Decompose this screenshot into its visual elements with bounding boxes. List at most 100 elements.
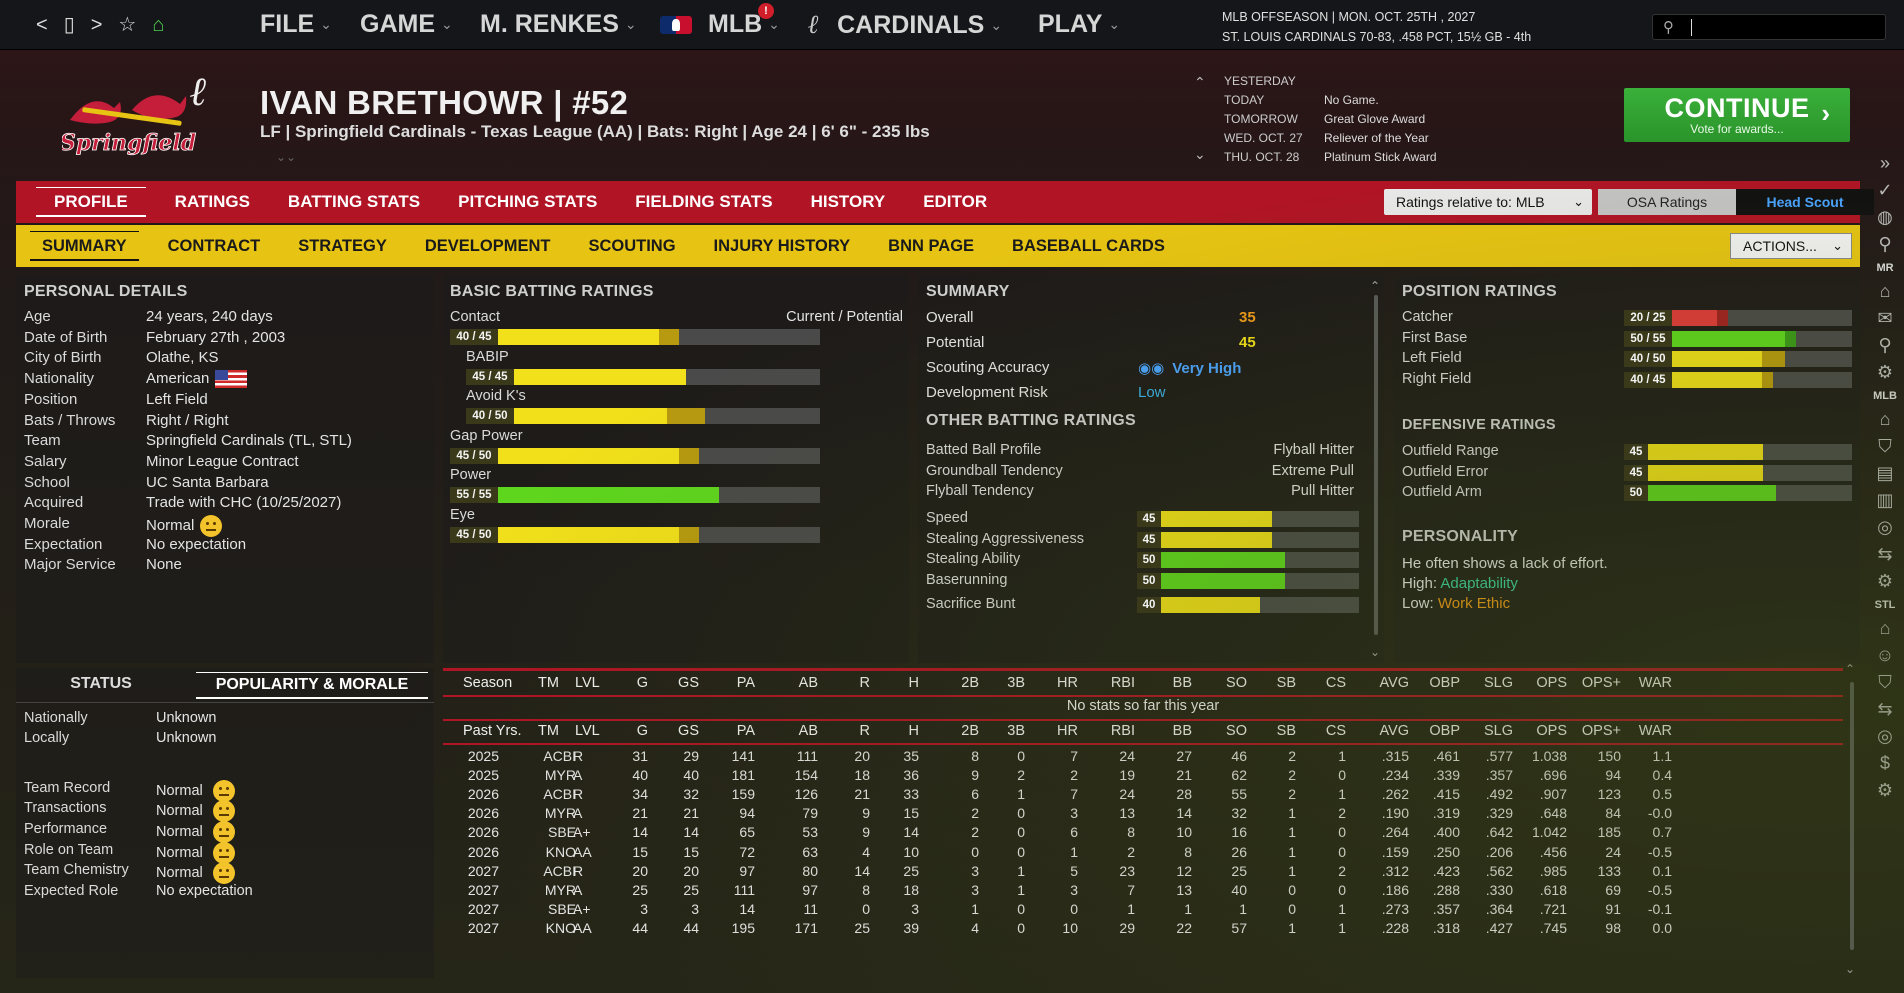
- column-header[interactable]: OPS+: [1581, 675, 1621, 691]
- subtab-scouting[interactable]: SCOUTING: [588, 237, 676, 255]
- tab-profile[interactable]: PROFILE: [26, 181, 156, 223]
- subtab-development[interactable]: DEVELOPMENT: [424, 237, 551, 255]
- scroll-up-icon[interactable]: ⌃: [1370, 279, 1381, 293]
- actions-select[interactable]: ACTIONS... ⌄: [1730, 233, 1852, 259]
- column-header[interactable]: G: [636, 675, 648, 691]
- column-header[interactable]: HR: [1057, 675, 1078, 691]
- gear-icon[interactable]: ⚙: [1876, 571, 1894, 591]
- column-header[interactable]: SLG: [1483, 675, 1513, 691]
- column-header[interactable]: Season: [463, 675, 513, 691]
- osa-ratings-button[interactable]: OSA Ratings: [1598, 189, 1736, 215]
- head-scout-button[interactable]: Head Scout: [1736, 189, 1874, 215]
- table-row[interactable]: 2027 KNO AA 44 44 195 171 25 39 4 0 10 29 22 57 1 1 .228.…: [443, 920, 1843, 939]
- column-header[interactable]: OPS: [1536, 675, 1567, 691]
- pin-icon[interactable]: ⚲: [1878, 234, 1892, 254]
- column-header[interactable]: HR: [1057, 723, 1078, 739]
- column-header[interactable]: R: [859, 675, 870, 691]
- column-header[interactable]: OPS+: [1581, 723, 1621, 739]
- column-header[interactable]: BB: [1172, 675, 1192, 691]
- tab-history[interactable]: HISTORY: [810, 192, 886, 211]
- column-header[interactable]: OBP: [1429, 723, 1460, 739]
- column-header[interactable]: AB: [798, 675, 818, 691]
- transfer-icon[interactable]: ⇆: [1877, 544, 1893, 564]
- home-icon[interactable]: ⌂: [152, 14, 165, 36]
- subtab-bnn-page[interactable]: BNN PAGE: [888, 237, 975, 255]
- column-header[interactable]: WAR: [1638, 675, 1672, 691]
- table-row[interactable]: 2026 ACBI R 34 32 159 126 21 33 6 1 7 24 28 55 2 1.262.4…: [443, 786, 1843, 805]
- person-icon[interactable]: ☺: [1875, 645, 1895, 665]
- table-row[interactable]: 2026 MYR A 21 21 94 79 9 15 2 0 3 13 14 32 1 2 .190 .319 .3…: [443, 805, 1843, 824]
- column-header[interactable]: AVG: [1379, 723, 1409, 739]
- column-header[interactable]: TM: [538, 723, 559, 739]
- tab-batting-stats[interactable]: BATTING STATS: [287, 192, 421, 211]
- subtab-summary[interactable]: SUMMARY: [20, 225, 149, 267]
- continue-button[interactable]: CONTINUE Vote for awards... ›: [1624, 88, 1850, 142]
- scroll-down-icon[interactable]: ⌄: [1370, 645, 1381, 659]
- home-icon[interactable]: ⌂: [1879, 618, 1891, 638]
- column-header[interactable]: CS: [1325, 723, 1346, 739]
- scroll-thumb[interactable]: [1850, 682, 1854, 950]
- tab-pitching-stats[interactable]: PITCHING STATS: [458, 192, 598, 211]
- mail-icon[interactable]: ✉: [1877, 308, 1893, 328]
- column-header[interactable]: PA: [736, 675, 755, 691]
- tab-ratings[interactable]: RATINGS: [174, 192, 250, 211]
- column-header[interactable]: AVG: [1379, 675, 1409, 691]
- table-row[interactable]: 2025 ACBI R 31 29 141 111 20 35 8 0 7 24 27 46 2 1 .315 .4…: [443, 748, 1843, 767]
- column-header[interactable]: TM: [538, 675, 559, 691]
- expand-chevron-icon[interactable]: ⌄⌄: [276, 150, 297, 164]
- table-row[interactable]: 2027 ACBI R 20 20 97 80 14 25 3 1 5 23 12 25 1 2.312.423…: [443, 863, 1843, 882]
- scroll-down-icon[interactable]: ⌄: [1845, 962, 1856, 976]
- menu-manager[interactable]: M. RENKES ⌄: [480, 10, 637, 38]
- column-header[interactable]: Past Yrs.: [463, 723, 522, 739]
- subtab-strategy[interactable]: STRATEGY: [298, 237, 387, 255]
- column-header[interactable]: RBI: [1110, 675, 1135, 691]
- shield-icon[interactable]: ⛉: [1878, 436, 1892, 456]
- back-icon[interactable]: <: [36, 14, 48, 36]
- tab-popularity-morale[interactable]: POPULARITY & MORALE: [196, 672, 428, 699]
- subtab-baseball-cards[interactable]: BASEBALL CARDS: [1012, 237, 1165, 255]
- column-header[interactable]: PA: [736, 723, 755, 739]
- chevrons-right-icon[interactable]: »: [1879, 153, 1890, 173]
- subtab-injury-history[interactable]: INJURY HISTORY: [713, 237, 851, 255]
- column-header[interactable]: 2B: [961, 723, 979, 739]
- forward-icon[interactable]: >: [90, 14, 103, 36]
- column-header[interactable]: H: [908, 723, 919, 739]
- table-row[interactable]: 2025 MYR A 40 40 181 154 18 36 9 2 2 19 21 62 2 0 .234 .33…: [443, 767, 1843, 786]
- home-icon[interactable]: ⌂: [1879, 409, 1891, 429]
- column-header[interactable]: OPS: [1536, 723, 1567, 739]
- transfer-icon[interactable]: ⇆: [1877, 699, 1893, 719]
- globe-icon[interactable]: ◍: [1877, 207, 1893, 227]
- column-header[interactable]: 3B: [1007, 675, 1025, 691]
- column-header[interactable]: RBI: [1110, 723, 1135, 739]
- table-row[interactable]: 2026 KNO AA 15 15 72 63 4 10 0 0 1 2 8 26 1 0.159.250.20…: [443, 844, 1843, 863]
- chart-icon[interactable]: ▥: [1876, 490, 1894, 510]
- shield-icon[interactable]: ⛉: [1878, 672, 1892, 692]
- search-input[interactable]: ⚲: [1652, 14, 1886, 40]
- tab-editor[interactable]: EDITOR: [923, 192, 988, 211]
- news-up-icon[interactable]: ⌃: [1194, 74, 1206, 90]
- column-header[interactable]: OBP: [1429, 675, 1460, 691]
- menu-file[interactable]: FILE ⌄: [260, 10, 332, 38]
- column-header[interactable]: H: [908, 675, 919, 691]
- column-header[interactable]: G: [636, 723, 648, 739]
- scroll-thumb[interactable]: [1374, 295, 1378, 635]
- column-header[interactable]: SO: [1226, 675, 1247, 691]
- table-row[interactable]: 2027 SBE A+ 3 3 14 11 0 3 1 0 0 1 1 1 0 1.273.357.364.72…: [443, 901, 1843, 920]
- column-header[interactable]: SO: [1226, 723, 1247, 739]
- tab-fielding-stats[interactable]: FIELDING STATS: [635, 192, 773, 211]
- column-header[interactable]: 3B: [1007, 723, 1025, 739]
- column-header[interactable]: SB: [1276, 675, 1296, 691]
- menu-game[interactable]: GAME ⌄: [360, 10, 453, 38]
- home-icon[interactable]: ⌂: [1879, 281, 1891, 301]
- column-header[interactable]: CS: [1325, 675, 1346, 691]
- column-header[interactable]: 2B: [961, 675, 979, 691]
- column-header[interactable]: GS: [678, 723, 699, 739]
- column-header[interactable]: SLG: [1483, 723, 1513, 739]
- tab-status[interactable]: STATUS: [70, 675, 132, 692]
- check-icon[interactable]: ✓: [1877, 180, 1893, 200]
- column-header[interactable]: BB: [1172, 723, 1192, 739]
- column-header[interactable]: AB: [798, 723, 818, 739]
- gear-icon[interactable]: ⚙: [1876, 362, 1894, 382]
- subtab-contract[interactable]: CONTRACT: [167, 237, 261, 255]
- news-icon[interactable]: ▤: [1876, 463, 1894, 483]
